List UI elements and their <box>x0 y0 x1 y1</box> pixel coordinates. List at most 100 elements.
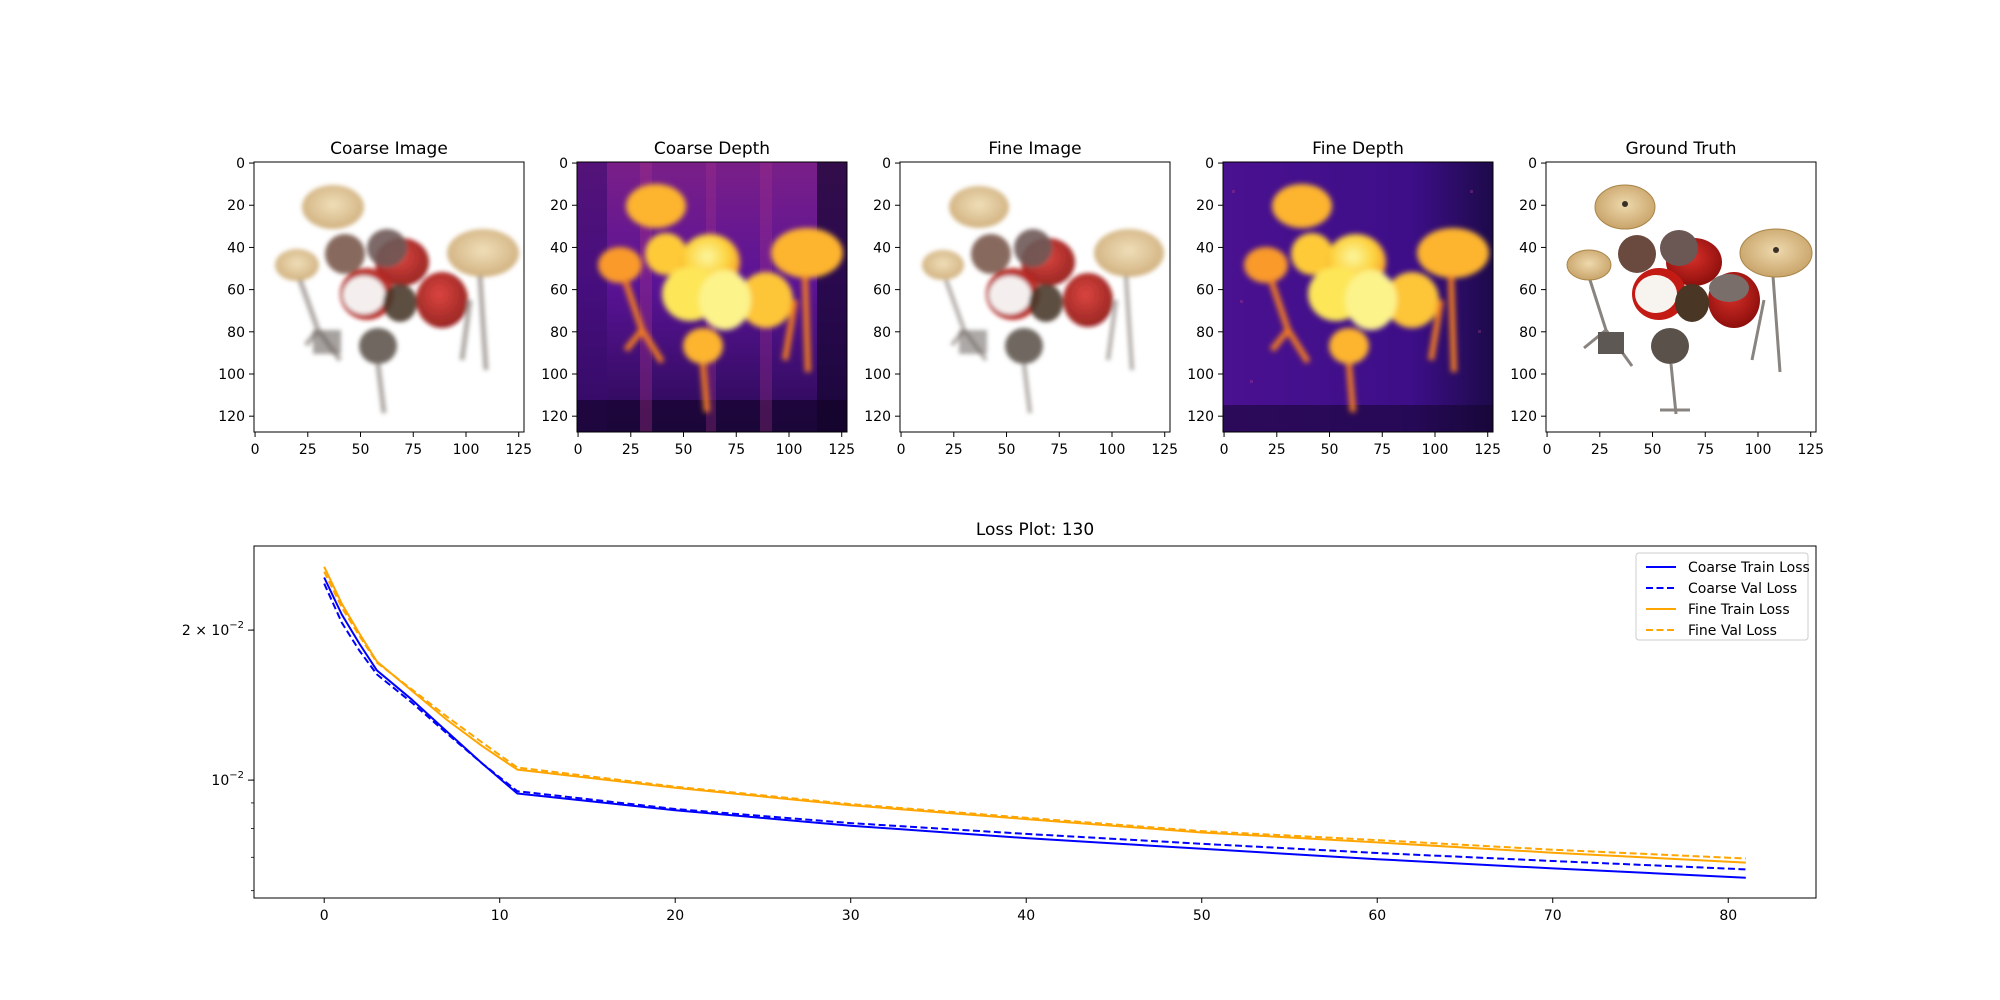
panel-title: Fine Depth <box>1312 139 1404 159</box>
x-axis: 0 10 20 30 40 50 60 70 80 <box>320 898 1737 924</box>
series-lines <box>323 566 1746 879</box>
y-axis: 2 × 10−2 10−2 <box>182 620 254 892</box>
x-tick-label: 25 <box>622 442 640 458</box>
x-tick-label: 0 <box>897 442 906 458</box>
y-tick-label: 20 <box>550 198 568 214</box>
image-axes: 0 25 50 75 100 125 0 20 40 60 80 100 120 <box>541 156 855 458</box>
x-tick-label: 100 <box>1745 442 1772 458</box>
coarse-depth-map <box>577 162 847 432</box>
x-tick-label: 75 <box>1696 442 1714 458</box>
legend-label: Fine Train Loss <box>1688 602 1790 618</box>
x-tick-label: 75 <box>1373 442 1391 458</box>
y-tick-label: 40 <box>550 240 568 256</box>
y-tick-label: 0 <box>1528 156 1537 172</box>
panel-title: Ground Truth <box>1625 139 1736 159</box>
y-tick-label: 80 <box>550 325 568 341</box>
ground-truth-image <box>1546 162 1816 432</box>
x-tick-label: 50 <box>1644 442 1662 458</box>
series-line-fine-val-loss <box>323 571 1746 860</box>
panel-title: Coarse Depth <box>654 139 770 159</box>
image-axes: 0 25 50 75 100 125 0 20 40 60 80 100 120 <box>864 156 1178 458</box>
x-tick-label: 60 <box>1368 908 1386 924</box>
x-tick-label: 75 <box>1050 442 1068 458</box>
y-tick-label: 120 <box>1187 409 1214 425</box>
legend-label: Fine Val Loss <box>1688 623 1777 639</box>
y-tick-label: 60 <box>227 283 245 299</box>
loss-plot: Loss Plot: 130 0 10 20 30 40 50 60 70 80 2 × 10−… <box>182 520 1817 924</box>
y-tick-label: 60 <box>1519 283 1537 299</box>
x-tick-label: 100 <box>776 442 803 458</box>
y-tick-label: 0 <box>236 156 245 172</box>
y-tick-label: 100 <box>1510 367 1537 383</box>
fine-depth-map <box>1223 162 1493 432</box>
x-tick-label: 100 <box>1099 442 1126 458</box>
x-tick-label: 20 <box>666 908 684 924</box>
image-axes: 0 25 50 75 100 125 0 20 40 60 80 100 120 <box>218 156 532 458</box>
x-tick-label: 50 <box>1193 908 1211 924</box>
x-tick-label: 50 <box>998 442 1016 458</box>
y-tick-label: 100 <box>541 367 568 383</box>
series-line-fine-train-loss <box>323 566 1746 864</box>
panel-fine-depth: Fine Depth <box>1187 139 1501 458</box>
chart-title: Loss Plot: 130 <box>976 520 1094 540</box>
x-tick-label: 100 <box>453 442 480 458</box>
panel-coarse-image: Coarse Image 0 25 50 75 100 125 0 20 40 60 80 100 12… <box>218 139 532 458</box>
series-line-coarse-train-loss <box>323 577 1746 879</box>
x-tick-label: 0 <box>1220 442 1229 458</box>
x-tick-label: 50 <box>1321 442 1339 458</box>
x-tick-label: 125 <box>828 442 855 458</box>
y-tick-label: 20 <box>873 198 891 214</box>
x-tick-label: 80 <box>1719 908 1737 924</box>
y-tick-label: 100 <box>1187 367 1214 383</box>
y-tick-label: 120 <box>218 409 245 425</box>
x-tick-label: 75 <box>404 442 422 458</box>
y-tick-label: 60 <box>550 283 568 299</box>
x-tick-label: 70 <box>1544 908 1562 924</box>
x-tick-label: 125 <box>505 442 532 458</box>
y-tick-label: 0 <box>882 156 891 172</box>
series-line-coarse-val-loss <box>323 583 1746 871</box>
y-tick-label: 10−2 <box>211 770 244 789</box>
x-tick-label: 0 <box>251 442 260 458</box>
y-tick-label: 120 <box>864 409 891 425</box>
panel-fine-image: Fine Image 0 25 50 75 100 125 0 20 40 60 80 100 120 <box>864 139 1178 458</box>
y-tick-label: 120 <box>1510 409 1537 425</box>
y-tick-label: 80 <box>1196 325 1214 341</box>
y-tick-label: 80 <box>873 325 891 341</box>
y-tick-label: 100 <box>864 367 891 383</box>
coarse-render-image <box>254 162 524 432</box>
x-tick-label: 50 <box>352 442 370 458</box>
y-tick-label: 40 <box>1196 240 1214 256</box>
y-tick-label: 120 <box>541 409 568 425</box>
y-tick-label: 20 <box>227 198 245 214</box>
legend: Coarse Train Loss Coarse Val Loss Fine Tra… <box>1635 552 1810 641</box>
x-tick-label: 0 <box>320 908 329 924</box>
x-tick-label: 125 <box>1797 442 1824 458</box>
plot-frame <box>253 545 1817 899</box>
x-tick-label: 125 <box>1151 442 1178 458</box>
y-tick-label: 0 <box>559 156 568 172</box>
image-axes: 0 25 50 75 100 125 0 20 40 60 80 100 120 <box>1187 156 1501 458</box>
y-tick-label: 20 <box>1196 198 1214 214</box>
image-axes: 0 25 50 75 100 125 0 20 40 60 80 100 120 <box>1510 156 1824 458</box>
x-tick-label: 25 <box>299 442 317 458</box>
y-tick-label: 20 <box>1519 198 1537 214</box>
y-tick-label: 60 <box>873 283 891 299</box>
y-tick-label: 60 <box>1196 283 1214 299</box>
fine-render-image <box>900 162 1170 432</box>
x-tick-label: 0 <box>574 442 583 458</box>
x-tick-label: 50 <box>675 442 693 458</box>
panel-title: Fine Image <box>988 139 1081 159</box>
x-tick-label: 0 <box>1543 442 1552 458</box>
legend-frame <box>1635 552 1809 641</box>
x-tick-label: 10 <box>491 908 509 924</box>
y-tick-label: 2 × 10−2 <box>182 620 244 639</box>
y-tick-label: 80 <box>227 325 245 341</box>
x-tick-label: 125 <box>1474 442 1501 458</box>
panel-ground-truth: Ground Truth 0 25 50 75 100 125 0 20 40 60 80 100 12… <box>1510 139 1824 458</box>
x-tick-label: 25 <box>1268 442 1286 458</box>
x-tick-label: 25 <box>945 442 963 458</box>
y-tick-label: 40 <box>1519 240 1537 256</box>
